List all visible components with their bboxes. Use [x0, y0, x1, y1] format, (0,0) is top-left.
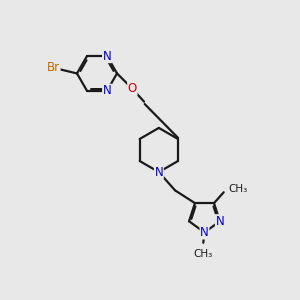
Text: Br: Br [47, 61, 60, 74]
Text: N: N [154, 166, 163, 178]
Text: CH₃: CH₃ [229, 184, 248, 194]
Text: CH₃: CH₃ [194, 249, 213, 259]
Text: N: N [200, 226, 209, 239]
Text: N: N [103, 50, 111, 63]
Text: O: O [128, 82, 137, 95]
Text: N: N [215, 215, 224, 228]
Text: N: N [103, 84, 111, 97]
